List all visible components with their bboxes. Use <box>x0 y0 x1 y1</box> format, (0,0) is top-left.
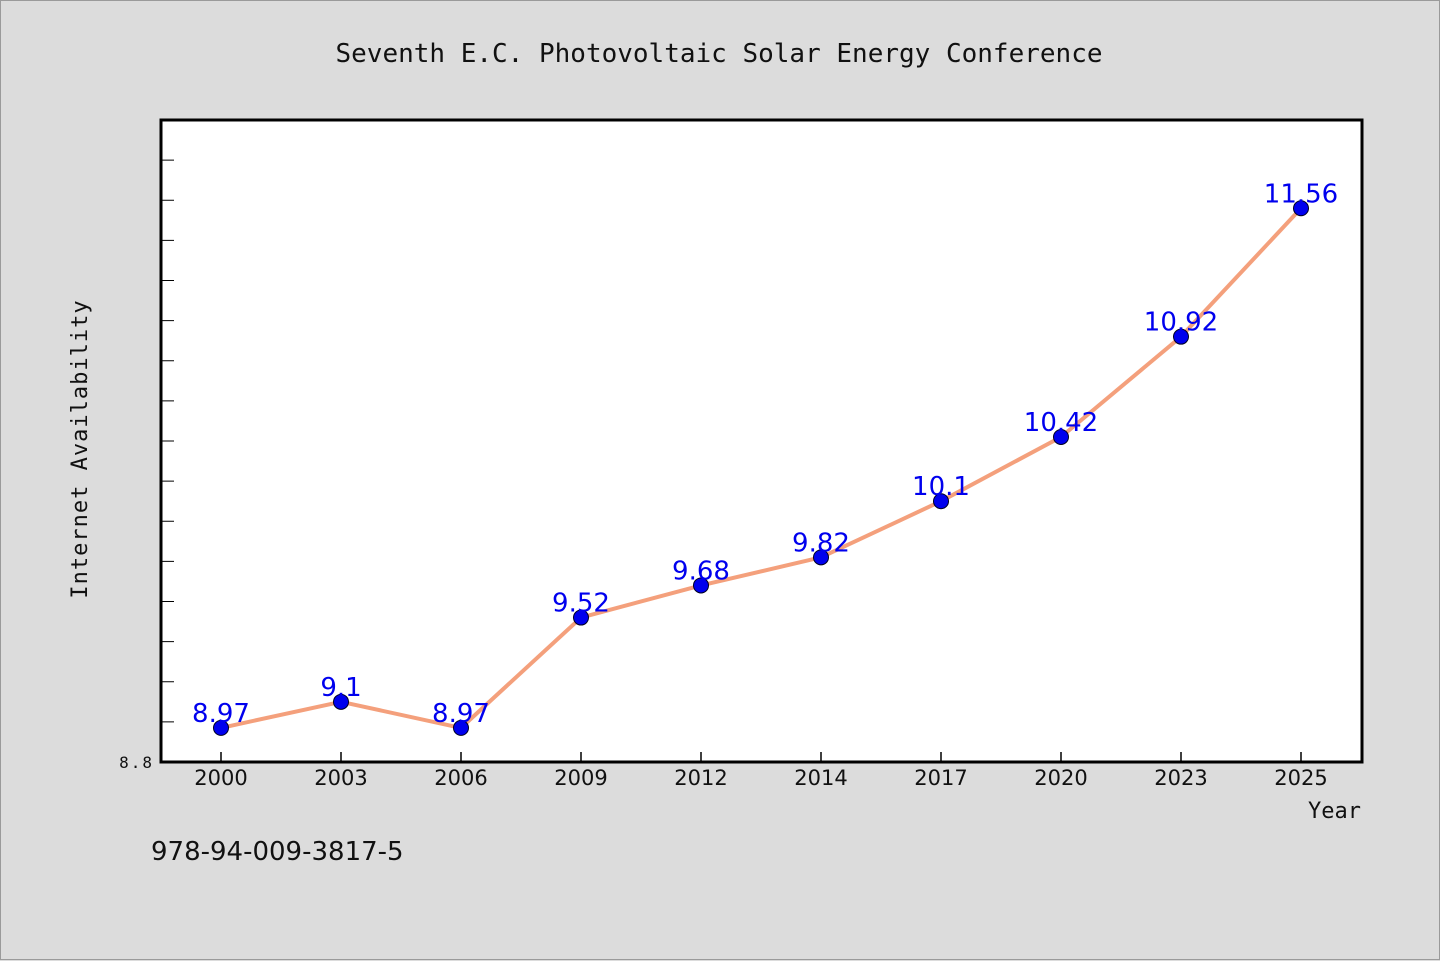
data-point <box>453 719 469 736</box>
x-tick-label: 2020 <box>1034 766 1087 790</box>
plot-area <box>159 118 1364 764</box>
data-point <box>933 493 949 510</box>
data-label: 11.56 <box>1264 179 1338 209</box>
y-tick-label: 8.8 <box>119 753 154 772</box>
data-point <box>813 549 829 566</box>
x-tick-label: 2014 <box>794 766 847 790</box>
data-point <box>333 693 349 710</box>
data-label: 9.52 <box>552 589 610 619</box>
x-tick-label: 2023 <box>1154 766 1207 790</box>
x-tick-label: 2017 <box>914 766 967 790</box>
series-line <box>219 206 1303 730</box>
data-label: 8.97 <box>192 699 250 729</box>
x-tick-label: 2025 <box>1274 766 1327 790</box>
x-tick-label: 2000 <box>194 766 247 790</box>
data-label: 9.1 <box>320 673 361 703</box>
x-tick-label: 2012 <box>674 766 727 790</box>
x-tick-label: 2003 <box>314 766 367 790</box>
data-point <box>1173 328 1189 345</box>
x-axis-label: Year <box>1308 799 1361 824</box>
data-point <box>693 577 709 594</box>
data-point <box>1053 428 1069 445</box>
x-tick-label: 2006 <box>434 766 487 790</box>
chart-title: Seventh E.C. Photovoltaic Solar Energy C… <box>335 39 1102 69</box>
data-label: 8.97 <box>432 699 490 729</box>
data-label: 10.1 <box>912 472 970 502</box>
data-point <box>213 719 229 736</box>
data-label: 9.68 <box>672 556 730 586</box>
data-point <box>573 609 589 626</box>
data-label: 10.92 <box>1144 308 1218 338</box>
x-tick-label: 2009 <box>554 766 607 790</box>
data-label: 9.82 <box>792 528 850 558</box>
y-axis-label: Internet Availability <box>68 299 93 598</box>
isbn-text: 978-94-009-3817-5 <box>151 837 404 867</box>
data-label: 10.42 <box>1024 408 1098 438</box>
data-point <box>1293 200 1309 217</box>
